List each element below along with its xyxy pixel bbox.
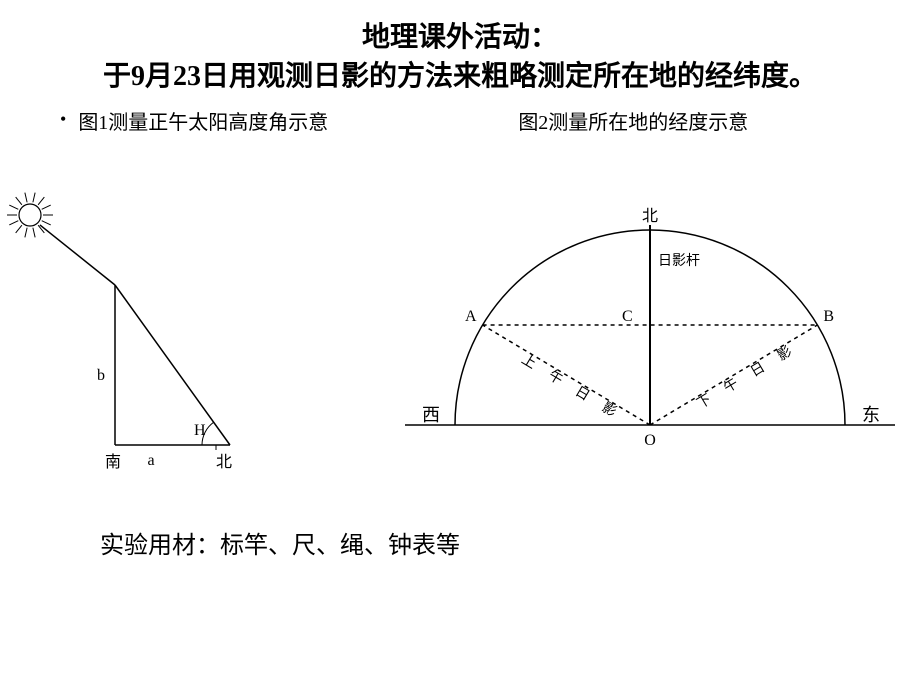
label-pole: 日影杆: [658, 253, 700, 269]
label-pm-shadow: 下午日影: [695, 344, 795, 413]
label-north: 北: [642, 207, 658, 225]
captions-row: • 图1测量正午太阳高度角示意 图2测量所在地的经度示意: [0, 106, 920, 135]
hypotenuse-line: [115, 285, 230, 445]
diagram-area: b a H 南 北 北 日影杆 A B C O 西 东 上午日影 下午日影: [0, 135, 920, 505]
label-B: B: [823, 308, 834, 325]
label-south: 南: [105, 453, 121, 471]
label-O: O: [644, 432, 656, 449]
svg-text:影: 影: [599, 400, 619, 421]
label-H: H: [194, 422, 206, 439]
caption-fig1: 图1测量正午太阳高度角示意: [78, 106, 458, 135]
label-north: 北: [216, 453, 232, 471]
title-line1: 地理课外活动：: [362, 22, 558, 53]
bullet-icon: •: [60, 106, 66, 135]
svg-text:日: 日: [572, 385, 592, 405]
svg-text:午: 午: [545, 368, 565, 389]
page-title: 地理课外活动： 于9月23日用观测日影的方法来粗略测定所在地的经纬度。: [0, 0, 920, 106]
figure1-sun-altitude: b a H 南 北: [10, 175, 270, 495]
label-am-shadow: 上午日影: [519, 352, 620, 421]
figure2-longitude: 北 日影杆 A B C O 西 东 上午日影 下午日影: [400, 195, 900, 475]
svg-text:下: 下: [695, 393, 715, 413]
shadow-pm-line: [650, 325, 817, 425]
materials-line: 实验用材：标竿、尺、绳、钟表等: [0, 505, 920, 560]
svg-text:上: 上: [519, 352, 539, 373]
svg-text:影: 影: [775, 344, 795, 365]
shadow-am-line: [483, 325, 650, 425]
label-C: C: [622, 308, 633, 325]
label-east: 东: [862, 405, 880, 425]
svg-text:日: 日: [748, 361, 768, 381]
svg-text:午: 午: [721, 376, 741, 397]
label-b: b: [97, 367, 105, 384]
label-A: A: [465, 308, 477, 325]
caption-fig2: 图2测量所在地的经度示意: [518, 106, 748, 135]
title-line2: 于9月23日用观测日影的方法来粗略测定所在地的经纬度。: [103, 61, 817, 92]
label-west: 西: [422, 405, 440, 425]
sun-ray-line: [40, 225, 115, 285]
label-a: a: [148, 452, 155, 469]
